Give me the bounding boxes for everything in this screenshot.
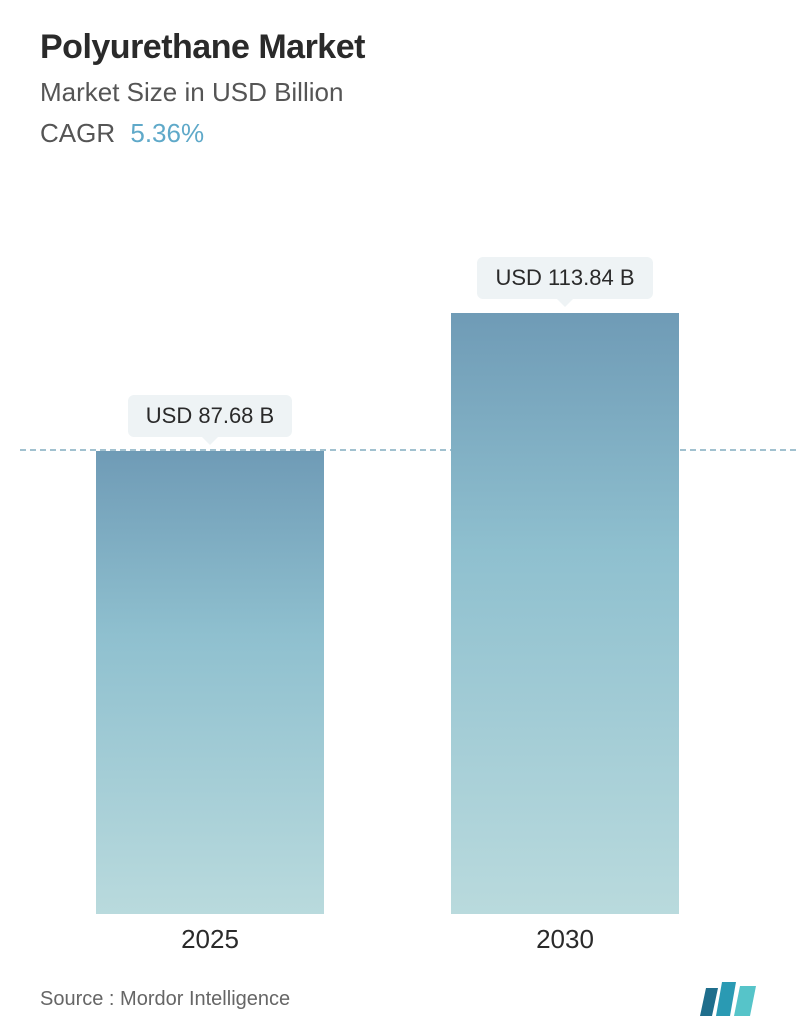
bar-group: USD 113.84 B: [451, 257, 679, 914]
x-axis-labels: 2025 2030: [0, 924, 796, 964]
bar-group: USD 87.68 B: [96, 395, 324, 914]
bar-value-chip: USD 113.84 B: [477, 257, 652, 299]
source-text: Source : Mordor Intelligence: [40, 988, 290, 1011]
chart-footer: Source : Mordor Intelligence: [0, 968, 796, 1034]
chart-plot-area: USD 87.68 B USD 113.84 B: [0, 200, 796, 914]
bar: [96, 451, 324, 914]
chart-header: Polyurethane Market Market Size in USD B…: [0, 0, 796, 149]
cagr-line: CAGR 5.36%: [40, 118, 756, 149]
bar-value-chip: USD 87.68 B: [128, 395, 292, 437]
x-axis-label: 2025: [181, 924, 239, 955]
cagr-value: 5.36%: [130, 118, 204, 148]
cagr-label: CAGR: [40, 118, 115, 148]
brand-logo-icon: [700, 982, 756, 1016]
chart-subtitle: Market Size in USD Billion: [40, 77, 756, 108]
chart-title: Polyurethane Market: [40, 28, 756, 67]
x-axis-label: 2030: [536, 924, 594, 955]
bar: [451, 313, 679, 914]
